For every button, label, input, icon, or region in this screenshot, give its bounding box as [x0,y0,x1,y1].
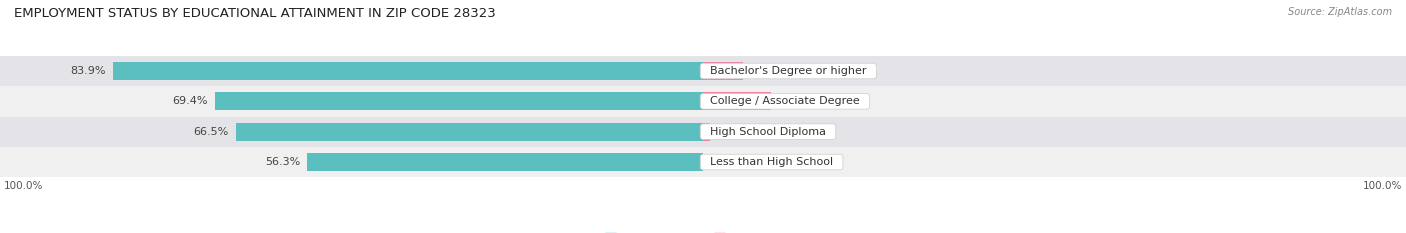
Text: 100.0%: 100.0% [1362,182,1403,192]
Bar [703,123,710,141]
Text: 66.5%: 66.5% [193,127,228,137]
Bar [0,56,1406,86]
Bar [0,86,1406,116]
Text: 69.4%: 69.4% [173,96,208,106]
Bar [112,62,703,80]
Bar [236,123,703,141]
Bar [0,147,1406,177]
Bar [703,62,744,80]
Text: Source: ZipAtlas.com: Source: ZipAtlas.com [1288,7,1392,17]
Text: 1.0%: 1.0% [717,127,745,137]
Text: High School Diploma: High School Diploma [703,127,832,137]
Bar [0,116,1406,147]
Text: 83.9%: 83.9% [70,66,105,76]
Bar [215,92,703,110]
Text: EMPLOYMENT STATUS BY EDUCATIONAL ATTAINMENT IN ZIP CODE 28323: EMPLOYMENT STATUS BY EDUCATIONAL ATTAINM… [14,7,496,20]
Text: Bachelor's Degree or higher: Bachelor's Degree or higher [703,66,873,76]
Text: Less than High School: Less than High School [703,157,841,167]
Bar [703,92,772,110]
Text: 56.3%: 56.3% [264,157,301,167]
Text: 5.7%: 5.7% [751,66,779,76]
Text: 100.0%: 100.0% [3,182,44,192]
Bar [308,153,703,171]
Text: 9.7%: 9.7% [779,96,807,106]
Legend: In Labor Force, Unemployed: In Labor Force, Unemployed [600,229,806,233]
Text: 0.0%: 0.0% [710,157,738,167]
Text: College / Associate Degree: College / Associate Degree [703,96,866,106]
